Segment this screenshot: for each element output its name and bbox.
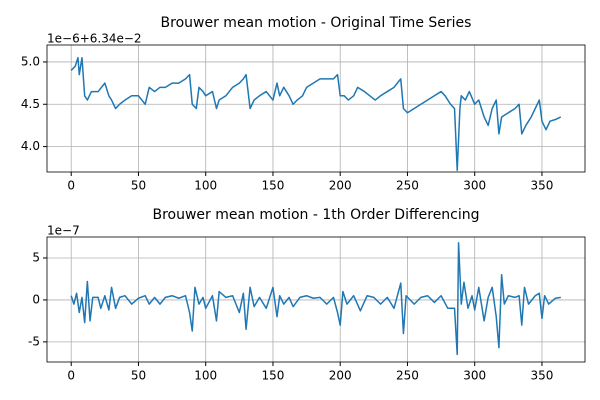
series-line <box>70 56 562 172</box>
y-tick-label: 4.0 <box>21 139 40 153</box>
x-tick-label: 0 <box>67 369 75 383</box>
y-tick-label: 4.5 <box>21 97 40 111</box>
y-tick-label: -5 <box>28 334 40 348</box>
x-tick-label: 100 <box>194 369 217 383</box>
chart-title: Brouwer mean motion - Original Time Seri… <box>161 15 472 31</box>
x-tick-label: 200 <box>329 179 352 193</box>
x-tick-label: 300 <box>463 369 486 383</box>
y-tick-label: 0 <box>32 292 40 306</box>
plot-frame <box>46 236 586 363</box>
x-tick-label: 150 <box>262 179 285 193</box>
x-tick-label: 50 <box>131 369 146 383</box>
x-tick-label: 100 <box>194 179 217 193</box>
y-tick-label: 5.0 <box>21 54 40 68</box>
chart-title: Brouwer mean motion - 1th Order Differen… <box>152 207 479 223</box>
x-tick-label: 350 <box>531 179 554 193</box>
series-line <box>70 242 561 356</box>
axis-offset: 1e−6+6.34e−2 <box>47 32 142 46</box>
x-tick-label: 0 <box>67 179 75 193</box>
x-tick-label: 250 <box>396 179 419 193</box>
x-tick-label: 150 <box>262 369 285 383</box>
y-tick-label: 5 <box>32 250 40 264</box>
x-tick-label: 250 <box>396 369 419 383</box>
x-tick-label: 350 <box>531 369 554 383</box>
x-tick-label: 50 <box>131 179 146 193</box>
axis-offset: 1e−7 <box>47 224 80 238</box>
x-tick-label: 200 <box>329 369 352 383</box>
x-tick-label: 300 <box>463 179 486 193</box>
plot-frame <box>46 44 586 173</box>
